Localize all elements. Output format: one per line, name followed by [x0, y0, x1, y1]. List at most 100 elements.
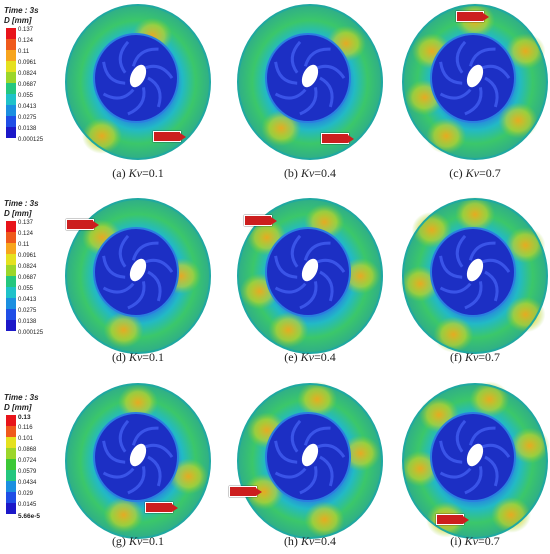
legend-time-label: Time : 3s [4, 393, 39, 402]
caption-kv: Kv [464, 350, 479, 364]
caption-prefix: (c) [449, 166, 466, 180]
caption-prefix: (b) [283, 166, 301, 180]
legend-values: 0.137 0.124 0.11 0.0961 0.0824 0.0687 0.… [18, 25, 43, 146]
impeller-contour-graphic [65, 383, 211, 539]
caption-kv: Kv [128, 350, 143, 364]
legend-value: 0.137 [18, 220, 34, 226]
caption-prefix: (a) [112, 166, 129, 180]
legend-value: 0.055 [18, 93, 34, 99]
legend-swatch [6, 470, 16, 481]
caption-value: =0.1 [142, 534, 165, 548]
max-marker [153, 131, 186, 142]
legend-value: 0.0961 [18, 253, 37, 259]
legend-value: 0.0413 [18, 297, 37, 303]
legend-value: 0.0724 [18, 458, 37, 464]
legend-row-1: Time : 3s D [mm] 0.137 0.124 0.11 0.0961… [4, 6, 62, 143]
max-marker [456, 11, 489, 22]
impeller-contour-graphic [65, 198, 211, 354]
legend-swatch [6, 276, 16, 287]
legend-value: 0.124 [18, 231, 34, 237]
legend-colorbar [6, 28, 16, 138]
impeller-contour-graphic [237, 381, 383, 539]
caption-i: (i) Kv=0.7 [395, 534, 550, 549]
legend-swatch [6, 72, 16, 83]
legend-swatch [6, 481, 16, 492]
legend-swatch [6, 50, 16, 61]
legend-value: 0.13 [18, 414, 31, 421]
caption-value: =0.4 [314, 166, 337, 180]
legend-swatch [6, 437, 16, 448]
legend-unit-label: D [mm] [4, 403, 32, 412]
caption-value: =0.7 [477, 534, 500, 548]
legend-value: 0.11 [18, 242, 30, 248]
legend-swatch [6, 221, 16, 232]
impeller-contour-graphic [400, 381, 550, 539]
legend-swatch [6, 61, 16, 72]
legend-value: 0.0275 [18, 115, 37, 121]
contour-image-c [395, 2, 550, 162]
caption-kv: Kv [300, 534, 315, 548]
caption-prefix: (i) [450, 534, 465, 548]
impeller-contour-graphic [402, 2, 548, 160]
legend-value: 0.0138 [18, 126, 37, 132]
legend-swatch [6, 426, 16, 437]
legend-value: 0.000125 [18, 330, 44, 336]
caption-value: =0.7 [478, 166, 501, 180]
caption-prefix: (d) [111, 350, 129, 364]
legend-swatch [6, 94, 16, 105]
legend-unit-label: D [mm] [4, 209, 32, 218]
max-marker [66, 219, 99, 230]
legend-value: 0.055 [18, 286, 34, 292]
caption-d: (d) Kv=0.1 [58, 350, 218, 365]
legend-value: 0.0138 [18, 319, 37, 325]
caption-c: (c) Kv=0.7 [395, 166, 550, 181]
caption-e: (e) Kv=0.4 [230, 350, 390, 365]
caption-kv: Kv [465, 166, 479, 180]
caption-b: (b) Kv=0.4 [230, 166, 390, 181]
impeller-contour-graphic [400, 196, 548, 354]
caption-value: =0.4 [313, 350, 336, 364]
contour-image-i [395, 381, 550, 541]
legend-unit-label: D [mm] [4, 16, 32, 25]
max-marker [244, 215, 277, 226]
legend-row-2: Time : 3s D [mm] 0.137 0.124 0.11 0.0961… [4, 199, 62, 336]
legend-swatch [6, 243, 16, 254]
legend-swatch [6, 298, 16, 309]
caption-prefix: (g) [111, 534, 129, 548]
legend-colorbar [6, 415, 16, 514]
caption-kv: Kv [128, 534, 143, 548]
max-marker [145, 502, 178, 513]
caption-kv: Kv [300, 166, 315, 180]
legend-value: 0.0145 [18, 502, 37, 508]
legend-value: 0.0434 [18, 480, 37, 486]
legend-swatch [6, 459, 16, 470]
caption-f: (f) Kv=0.7 [395, 350, 550, 365]
legend-swatch [6, 320, 16, 331]
legend-swatch [6, 116, 16, 127]
impeller-contour-graphic [237, 198, 383, 354]
legend-swatch [6, 105, 16, 116]
impeller-contour-graphic [237, 4, 383, 160]
legend-swatch [6, 492, 16, 503]
legend-swatch [6, 503, 16, 514]
caption-kv: Kv [464, 534, 478, 548]
legend-swatch [6, 127, 16, 138]
legend-swatch [6, 265, 16, 276]
caption-h: (h) Kv=0.4 [230, 534, 390, 549]
legend-swatch [6, 309, 16, 320]
caption-g: (g) Kv=0.1 [58, 534, 218, 549]
legend-swatch [6, 83, 16, 94]
legend-value: 0.124 [18, 38, 34, 44]
contour-image-a [58, 2, 218, 162]
contour-image-e [230, 196, 390, 356]
legend-value: 0.0824 [18, 71, 37, 77]
legend-value: 0.137 [18, 27, 34, 33]
legend-swatch [6, 254, 16, 265]
legend-values: 0.13 0.116 0.101 0.0868 0.0724 0.0579 0.… [18, 412, 40, 522]
legend-value: 0.029 [18, 491, 34, 497]
legend-value: 0.11 [18, 49, 30, 55]
legend-swatch [6, 287, 16, 298]
legend-value: 0.0961 [18, 60, 37, 66]
legend-value: 0.0413 [18, 104, 37, 110]
contour-image-d [58, 196, 218, 356]
